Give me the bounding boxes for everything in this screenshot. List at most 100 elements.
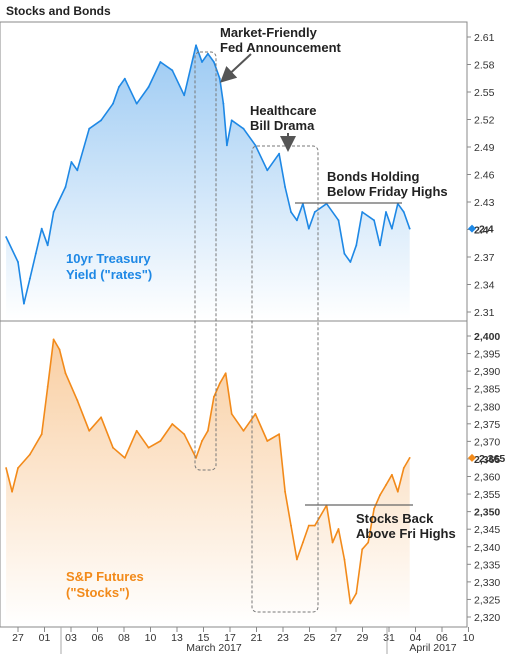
- bond-data-point: [355, 244, 358, 247]
- stock-series-label-line2: ("Stocks"): [66, 585, 130, 600]
- x-axis: 27 01 03 06 08 10 13 15 17 21 23 25 27 29 31 04 06 10: [12, 627, 474, 654]
- bond-data-point: [201, 61, 203, 63]
- stock-data-point: [147, 446, 150, 449]
- x-tick-label: 08: [118, 632, 130, 644]
- bond-data-point: [230, 119, 233, 122]
- bond-data-point: [408, 227, 411, 230]
- bonds-annotation-line1: Bonds Holding: [327, 169, 419, 184]
- stock-data-point: [331, 541, 334, 544]
- bond-y-tick-label: 2.4: [474, 225, 489, 237]
- stock-y-tick-label: 2,355: [474, 489, 500, 501]
- bond-data-point: [307, 227, 310, 230]
- stocks-annotation-line1: Stocks Back: [356, 511, 434, 526]
- bond-series-line: [5, 44, 411, 305]
- x-tick-label: 10: [145, 632, 157, 644]
- x-tick-label: 06: [92, 632, 104, 644]
- bond-data-point: [159, 61, 162, 63]
- stock-data-point: [40, 433, 43, 436]
- stock-data-point: [278, 433, 281, 436]
- bond-data-point: [5, 236, 8, 238]
- stock-data-point: [396, 490, 399, 493]
- stock-y-axis: 2,400 2,395 2,390 2,385 2,380 2,375 2,370 2,365…: [467, 331, 505, 624]
- fed-event-box: [194, 51, 217, 471]
- month-label-april: April 2017: [409, 642, 456, 654]
- stock-data-point: [76, 399, 79, 402]
- stock-data-point: [46, 385, 49, 388]
- bond-data-point: [242, 127, 245, 130]
- x-tick-label: 27: [12, 632, 24, 644]
- x-tick-label: 23: [277, 632, 289, 644]
- stock-data-point: [266, 440, 269, 442]
- stock-data-point: [212, 396, 215, 398]
- stock-data-point: [88, 429, 91, 432]
- stock-data-point: [5, 467, 8, 469]
- stock-y-tick-label: 2,365: [474, 454, 500, 466]
- month-label-march: March 2017: [186, 642, 242, 654]
- stock-data-point: [313, 524, 316, 527]
- stock-data-point: [64, 372, 67, 375]
- stock-data-point: [355, 592, 358, 595]
- x-tick-label: 25: [304, 632, 316, 644]
- stock-data-point: [100, 416, 102, 419]
- bond-y-tick-label: 2.49: [474, 142, 495, 154]
- x-tick-label: 21: [251, 632, 263, 644]
- stock-data-point: [402, 467, 405, 469]
- bond-data-point: [266, 169, 269, 172]
- bond-data-point: [226, 144, 228, 147]
- stock-last-value-label: 2,365: [479, 453, 505, 465]
- stock-data-point: [135, 429, 138, 432]
- bond-data-point: [52, 211, 55, 213]
- bond-data-point: [391, 227, 393, 230]
- bond-y-tick-label: 2.58: [474, 60, 495, 72]
- bond-data-point: [64, 186, 67, 188]
- bond-data-point: [385, 211, 387, 213]
- bond-data-point: [28, 277, 31, 280]
- stock-data-point: [171, 423, 174, 425]
- bond-y-tick-label: 2.37: [474, 252, 495, 264]
- x-tick-label: 03: [65, 632, 77, 644]
- healthcare-annotation-line2: Bill Drama: [250, 118, 315, 133]
- bond-data-point: [361, 211, 364, 213]
- bond-yield-panel: [5, 44, 411, 321]
- stock-data-point: [195, 456, 197, 459]
- stock-data-point: [391, 473, 393, 476]
- stock-y-tick-label: 2,345: [474, 524, 500, 536]
- bond-data-point: [34, 252, 37, 255]
- stock-data-point: [159, 440, 162, 442]
- x-tick-label: 10: [463, 632, 475, 644]
- bond-y-tick-label: 2.52: [474, 115, 495, 127]
- stock-y-tick-label: 2,395: [474, 349, 500, 361]
- stock-y-tick-label: 2,375: [474, 419, 500, 431]
- bond-series-label-line2: Yield ("rates"): [66, 267, 152, 282]
- stock-y-tick-label: 2,325: [474, 594, 500, 606]
- fed-annotation-line2: Fed Announcement: [220, 40, 342, 55]
- bond-data-point: [70, 161, 73, 163]
- bond-data-point: [171, 69, 174, 72]
- stock-y-tick-label: 2,400: [474, 331, 500, 343]
- bond-data-point: [207, 52, 209, 55]
- fed-arrow: [220, 53, 252, 83]
- stock-data-point: [343, 558, 346, 561]
- bond-data-point: [402, 211, 405, 213]
- stock-data-point: [58, 348, 61, 351]
- stock-data-point: [349, 602, 352, 605]
- stock-data-point: [373, 507, 375, 510]
- x-tick-label: 04: [410, 632, 422, 644]
- bond-area-fill: [6, 45, 410, 321]
- bond-data-point: [254, 144, 257, 147]
- bond-y-tick-label: 2.43: [474, 197, 495, 209]
- stock-data-point: [290, 524, 292, 527]
- stock-data-point: [254, 412, 257, 415]
- bonds-annotation-line2: Below Friday Highs: [327, 184, 448, 199]
- x-tick-label: 31: [383, 632, 395, 644]
- bond-y-tick-label: 2.34: [474, 280, 495, 292]
- bond-data-point: [195, 44, 197, 47]
- bond-data-point: [218, 77, 221, 80]
- stock-data-point: [28, 453, 31, 456]
- stock-y-tick-label: 2,350: [474, 507, 500, 519]
- stock-y-tick-label: 2,385: [474, 384, 500, 396]
- stock-data-point: [379, 494, 381, 497]
- bond-y-axis: 2.61 2.58 2.55 2.52 2.49 2.46 2.43 2.4 2.37 2.34 2…: [467, 32, 495, 319]
- stock-data-point: [201, 440, 203, 442]
